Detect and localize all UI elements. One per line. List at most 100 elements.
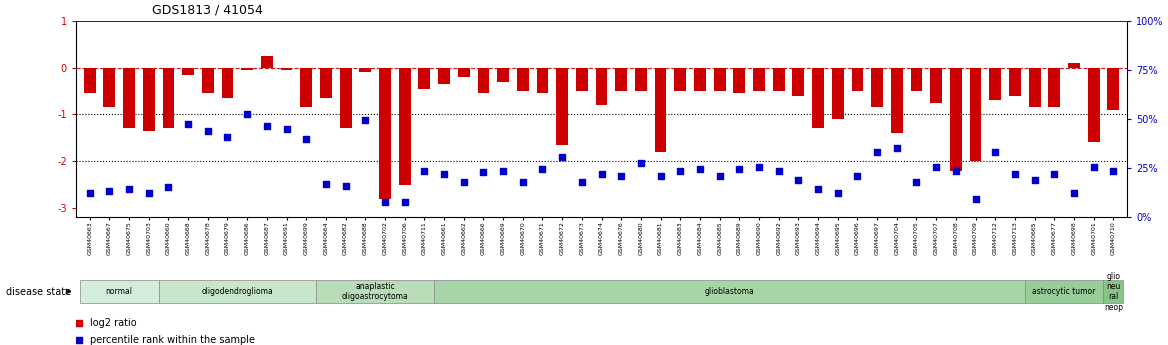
Bar [1068, 63, 1080, 68]
Bar [989, 68, 1001, 100]
Point [100, 188, 119, 194]
Point [966, 196, 985, 201]
Bar [655, 68, 667, 152]
Bar [84, 68, 96, 93]
Point [868, 149, 887, 155]
Text: percentile rank within the sample: percentile rank within the sample [90, 335, 255, 345]
Point [1064, 190, 1083, 196]
Text: disease state: disease state [6, 287, 71, 296]
Bar [714, 68, 725, 91]
Point [533, 166, 551, 171]
Bar [556, 68, 568, 145]
Bar [1104, 280, 1124, 303]
Point [139, 190, 158, 196]
Text: log2 ratio: log2 ratio [90, 318, 137, 327]
Point [770, 168, 788, 173]
Text: oligodendroglioma: oligodendroglioma [201, 287, 273, 296]
Point [670, 168, 689, 173]
Point [218, 134, 237, 140]
Bar [616, 68, 627, 91]
Bar [891, 68, 903, 133]
Point [828, 190, 847, 196]
Bar [674, 68, 686, 91]
Point [1104, 168, 1122, 173]
Bar [1107, 68, 1119, 110]
Point [199, 128, 217, 134]
Point [888, 145, 906, 151]
Point [336, 183, 355, 188]
Text: glioblastoma: glioblastoma [704, 287, 755, 296]
Bar [871, 68, 883, 107]
Point [257, 123, 276, 128]
Text: GDS1813 / 41054: GDS1813 / 41054 [152, 3, 263, 17]
Bar [930, 68, 943, 103]
Point [454, 179, 473, 185]
Point [415, 168, 433, 173]
Bar [438, 68, 450, 84]
Point [790, 177, 808, 183]
Bar [340, 68, 352, 128]
Bar [260, 56, 273, 68]
Bar [104, 68, 116, 107]
Bar [222, 68, 234, 98]
Point [808, 187, 827, 192]
Bar [576, 68, 588, 91]
Bar [182, 68, 194, 75]
Point [592, 171, 611, 177]
Text: astrocytic tumor: astrocytic tumor [1033, 287, 1096, 296]
Bar [123, 68, 135, 128]
Bar [734, 68, 745, 93]
Text: normal: normal [106, 287, 133, 296]
Bar [773, 68, 785, 91]
Bar [458, 68, 470, 77]
Point [297, 136, 315, 141]
Bar [792, 68, 805, 96]
Bar [398, 68, 411, 185]
Point [632, 160, 651, 166]
Point [120, 187, 139, 192]
Point [1026, 177, 1044, 183]
Bar [1009, 68, 1021, 96]
Point [1045, 171, 1064, 177]
Point [690, 166, 709, 171]
Point [652, 174, 670, 179]
Bar [517, 68, 529, 91]
Text: anaplastic
oligoastrocytoma: anaplastic oligoastrocytoma [342, 282, 409, 302]
Bar [911, 68, 923, 91]
Bar [635, 68, 647, 91]
Bar [300, 68, 312, 107]
Point [356, 117, 375, 123]
Bar [434, 280, 1024, 303]
Bar [418, 68, 430, 89]
Point [750, 164, 769, 169]
Point [927, 164, 946, 169]
Bar [1029, 68, 1041, 107]
Point [317, 181, 335, 186]
Point [159, 185, 178, 190]
Point [273, 121, 292, 127]
Point [710, 174, 729, 179]
Bar [950, 68, 961, 170]
Bar [280, 68, 292, 70]
Bar [536, 68, 548, 93]
Bar [832, 68, 843, 119]
Point [179, 121, 197, 127]
Bar [360, 68, 371, 72]
Point [730, 166, 749, 171]
Point [908, 179, 926, 185]
Bar [142, 68, 154, 131]
Point [946, 168, 965, 173]
Point [395, 200, 413, 205]
Bar [317, 280, 434, 303]
Bar [498, 68, 509, 81]
Bar [812, 68, 823, 128]
Point [474, 170, 493, 175]
Point [238, 111, 257, 117]
Bar [1024, 280, 1104, 303]
Point [494, 168, 513, 173]
Bar [380, 68, 391, 199]
Bar [320, 68, 332, 98]
Text: glio
neu
ral
neop: glio neu ral neop [1104, 272, 1122, 312]
Point [514, 179, 533, 185]
Bar [79, 280, 159, 303]
